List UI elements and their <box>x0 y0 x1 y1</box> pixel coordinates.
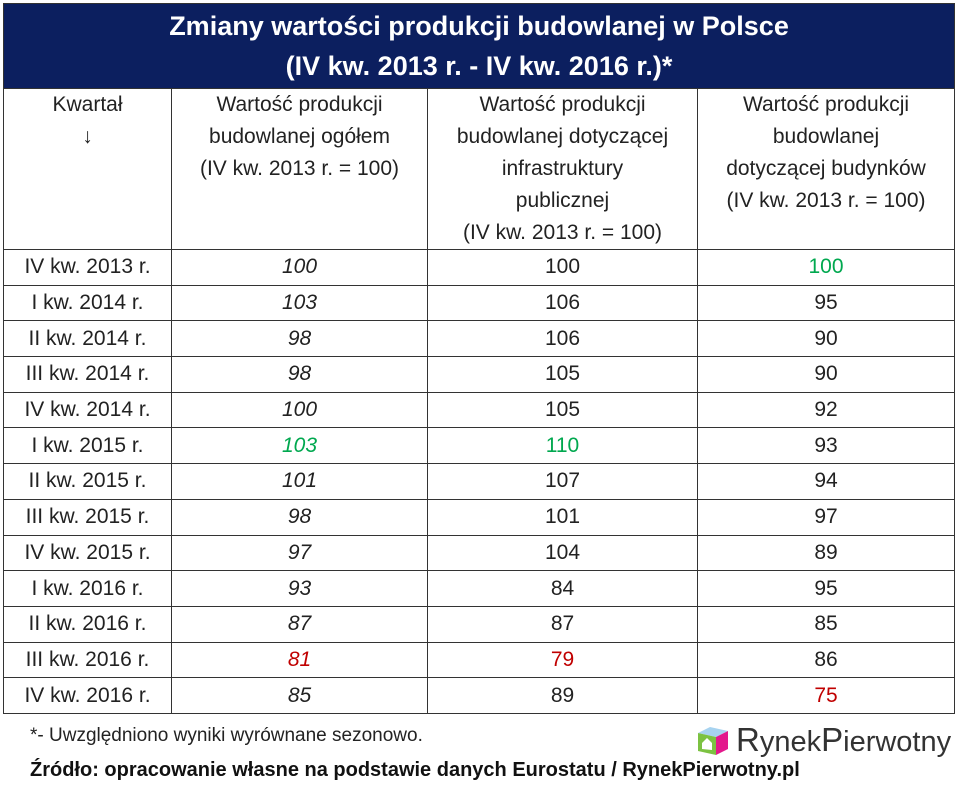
quarter-cell: IV kw. 2015 r. <box>3 534 172 572</box>
header-line: Wartość produkcji <box>742 93 910 116</box>
table-row: IV kw. 2014 r. 100 105 92 <box>3 391 956 429</box>
value-cell: 104 <box>427 534 698 572</box>
table-row: III kw. 2016 r. 81 79 86 <box>3 641 956 679</box>
value-cell: 95 <box>696 570 956 607</box>
data-table: Zmiany wartości produkcji budowlanej w P… <box>2 3 956 714</box>
value-cell: 89 <box>696 534 956 572</box>
value-cell: 100 <box>171 249 428 286</box>
value-cell: 92 <box>696 391 956 429</box>
header-line: (IV kw. 2013 r. = 100) <box>462 221 663 244</box>
value-cell: 100 <box>427 249 698 286</box>
quarter-cell: IV kw. 2014 r. <box>3 391 172 429</box>
table-row: I kw. 2014 r. 103 106 95 <box>3 284 956 322</box>
value-cell: 105 <box>427 356 698 393</box>
logo: RynekPierwotny <box>696 721 951 759</box>
header-line: infrastruktury <box>501 157 624 180</box>
header-line: Wartość produkcji <box>479 93 646 116</box>
source-note: Źródło: opracowanie własne na podstawie … <box>30 759 800 781</box>
value-cell: 93 <box>171 570 428 607</box>
value-cell: 86 <box>696 641 956 679</box>
table-row: IV kw. 2016 r. 85 89 75 <box>3 677 956 714</box>
column-header: Wartość produkcji budowlanej ogółem (IV kw… <box>171 88 428 250</box>
footnote: *- Uwzględniono wyniki wyrównane sezonow… <box>30 725 423 746</box>
table-row: II kw. 2014 r. 98 106 90 <box>3 320 956 358</box>
header-line: publicznej <box>515 189 610 212</box>
column-header: Wartość produkcji budowlanej dotyczącej in… <box>427 88 698 250</box>
value-cell: 94 <box>696 463 956 500</box>
table-row: III kw. 2015 r. 98 101 97 <box>3 498 956 536</box>
quarter-cell: II kw. 2015 r. <box>3 463 172 500</box>
table-row: II kw. 2016 r. 87 87 85 <box>3 605 956 643</box>
quarter-cell: II kw. 2014 r. <box>3 320 172 358</box>
quarter-cell: III kw. 2016 r. <box>3 641 172 679</box>
title-line-1: Zmiany wartości produkcji budowlanej w P… <box>169 11 789 41</box>
table-row: II kw. 2015 r. 101 107 94 <box>3 463 956 500</box>
logo-text: RynekPierwotny <box>736 721 952 758</box>
value-cell: 90 <box>696 356 956 393</box>
value-cell: 106 <box>427 320 698 358</box>
value-cell: 106 <box>427 284 698 322</box>
value-cell: 100 <box>171 391 428 429</box>
table-row: I kw. 2016 r. 93 84 95 <box>3 570 956 607</box>
header-line: ↓ <box>82 125 93 148</box>
quarter-cell: I kw. 2014 r. <box>3 284 172 322</box>
quarter-cell: III kw. 2015 r. <box>3 498 172 536</box>
title-line-2: (IV kw. 2013 r. - IV kw. 2016 r.)* <box>285 51 673 81</box>
table-row: IV kw. 2013 r. 100 100 100 <box>3 249 956 286</box>
column-header: Kwartał ↓ <box>3 88 172 250</box>
quarter-cell: I kw. 2016 r. <box>3 570 172 607</box>
value-cell: 101 <box>427 498 698 536</box>
header-line: dotyczącej budynków <box>726 157 926 180</box>
value-cell: 81 <box>171 641 428 679</box>
value-cell: 98 <box>171 356 428 393</box>
value-cell: 79 <box>427 641 698 679</box>
quarter-cell: IV kw. 2016 r. <box>3 677 172 714</box>
value-cell: 89 <box>427 677 698 714</box>
quarter-cell: III kw. 2014 r. <box>3 356 172 393</box>
value-cell: 93 <box>696 427 956 465</box>
value-cell: 90 <box>696 320 956 358</box>
value-cell: 97 <box>696 498 956 536</box>
value-cell: 98 <box>171 320 428 358</box>
quarter-cell: IV kw. 2013 r. <box>3 249 172 286</box>
value-cell: 103 <box>171 427 428 465</box>
value-cell: 85 <box>696 605 956 643</box>
value-cell: 100 <box>696 249 956 286</box>
table-title: Zmiany wartości produkcji budowlanej w P… <box>2 3 956 89</box>
header-row: Kwartał ↓ Wartość produkcji budowlanej ogół… <box>3 88 956 250</box>
header-line: Wartość produkcji <box>216 93 383 116</box>
header-line: budowlanej <box>772 125 880 148</box>
value-cell: 75 <box>696 677 956 714</box>
header-line: budowlanej dotyczącej <box>456 125 669 148</box>
table-row: IV kw. 2015 r. 97 104 89 <box>3 534 956 572</box>
value-cell: 95 <box>696 284 956 322</box>
value-cell: 110 <box>427 427 698 465</box>
value-cell: 85 <box>171 677 428 714</box>
header-line: (IV kw. 2013 r. = 100) <box>726 189 926 212</box>
value-cell: 103 <box>171 284 428 322</box>
value-cell: 87 <box>427 605 698 643</box>
value-cell: 107 <box>427 463 698 500</box>
header-line: Kwartał <box>52 93 123 116</box>
quarter-cell: I kw. 2015 r. <box>3 427 172 465</box>
value-cell: 87 <box>171 605 428 643</box>
value-cell: 101 <box>171 463 428 500</box>
header-line: budowlanej ogółem <box>209 125 390 148</box>
value-cell: 105 <box>427 391 698 429</box>
table-row: III kw. 2014 r. 98 105 90 <box>3 356 956 393</box>
quarter-cell: II kw. 2016 r. <box>3 605 172 643</box>
value-cell: 98 <box>171 498 428 536</box>
house-cube-icon <box>698 727 728 755</box>
value-cell: 84 <box>427 570 698 607</box>
table-row: I kw. 2015 r. 103 110 93 <box>3 427 956 465</box>
value-cell: 97 <box>171 534 428 572</box>
column-header: Wartość produkcji budowlanej dotyczącej bu… <box>696 88 956 250</box>
header-line: (IV kw. 2013 r. = 100) <box>199 157 400 180</box>
